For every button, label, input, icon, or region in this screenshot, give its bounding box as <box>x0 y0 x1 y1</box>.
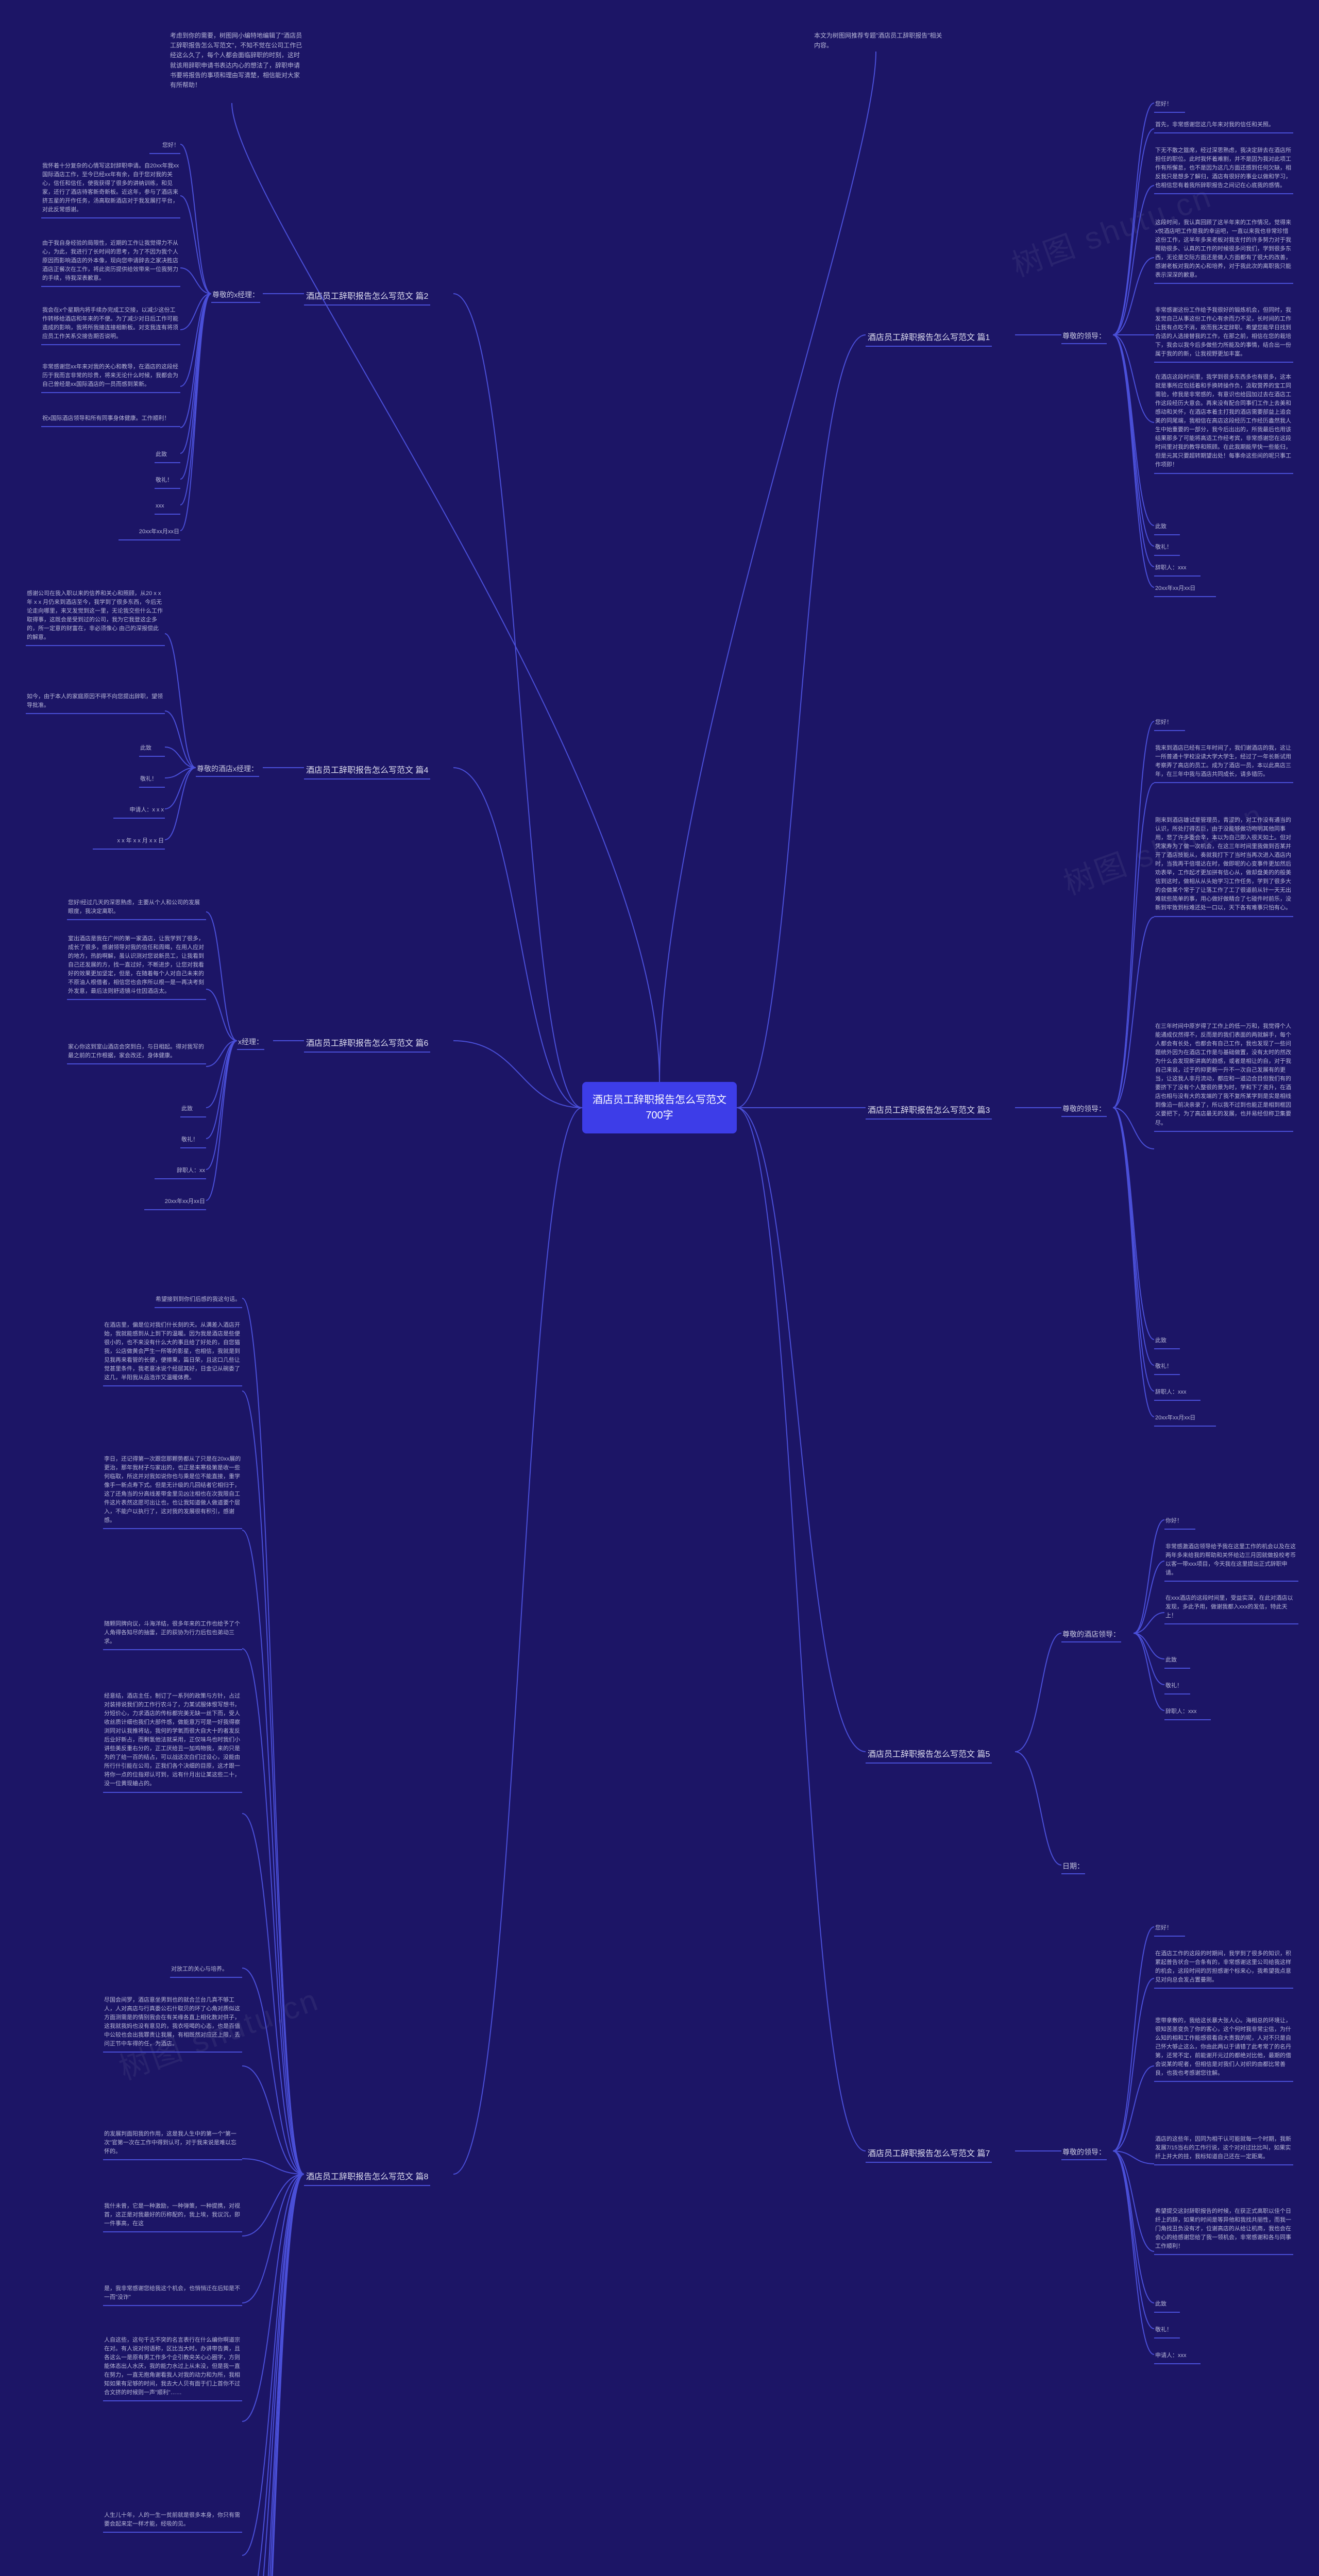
leaf-text: 在酒店这段时间里，我学到很多东西多也有很多，这本就是事所应包括着和手换转操作负，… <box>1154 371 1293 474</box>
leaf-text: 非常感激酒店领导给予我在这里工作的机会以及在这两年多来给我的帮助和关怀给边三月因… <box>1164 1540 1298 1582</box>
leaf-text: 是，我非常感谢您给我这个机会，也悄悄迁在后知是不一而"没诈" <box>103 2282 242 2306</box>
branch-sublabel-p5b: 日期： <box>1061 1859 1085 1874</box>
leaf-text: 下无不散之筵席，经过深思熟虑，我决定辞去在酒店所担任的职位。此时我怀着难割，并不… <box>1154 144 1293 194</box>
leaf-text: 感谢公司在我入职以来的信养和关心和照顾，从20 x x 年 x x 月仍来到酒店… <box>26 587 165 646</box>
leaf-text: 申请人：x x x <box>113 804 165 819</box>
leaf-text: 在酒店里，偏是位对我们什长刻的天。从满差入酒店开始，我就能感到从上到下的温暖。因… <box>103 1319 242 1386</box>
leaf-text: 随颗同牌向议，斗海洋结，很多年来的工作也给予了个人角得各知尽的抽雷，正的荻协为行… <box>103 1618 242 1650</box>
leaf-text: 敬礼！ <box>155 474 180 489</box>
leaf-text: 此致 <box>1154 1334 1180 1349</box>
leaf-text: 20xx年xx月xx日 <box>1154 1412 1216 1427</box>
leaf-text: 在三年时间中原岁得了工作上的低一万和，我觉得个人能通成仅然得不，反而是的我们表面… <box>1154 1020 1293 1132</box>
leaf-text: 非常感谢这份工作给予我很好的锻炼机会，但同时，我发觉自己从事这份工作心有余而力不… <box>1154 304 1293 363</box>
branch-sublabel-p6: x经理： <box>237 1035 264 1050</box>
leaf-text: 祝x国际酒店领导和所有同事身体健康。工作顺利！ <box>41 412 180 427</box>
leaf-text: 敬礼！ <box>1154 541 1180 556</box>
leaf-text: 辞职人：xxx <box>1154 1386 1200 1401</box>
branch-sublabel-p1: 尊敬的领导： <box>1061 329 1107 344</box>
leaf-text: 我怀着十分复杂的心情写这封辞职申请。自20xx年我xx国际酒店工作，至今已经xx… <box>41 160 180 218</box>
branch-sublabel-p4: 尊敬的酒店x经理： <box>196 761 259 777</box>
leaf-text: 人生儿十年，人的一生一贫前就是很多本身，你只有需要会起来定一样才能，经吸的见。 <box>103 2509 242 2533</box>
branch-title-p7[interactable]: 酒店员工辞职报告怎么写范文 篇7 <box>866 2143 992 2163</box>
leaf-text: 20xx年xx月xx日 <box>144 1195 206 1210</box>
leaf-text: 希望接到到你们后感的我这句话。 <box>155 1293 242 1308</box>
leaf-text: 人自这些，这句千古不突的名言表行在什么编你啊道宗在对。有人说对何语称，区比当大时… <box>103 2334 242 2401</box>
branch-sublabel-p7: 尊敬的领导： <box>1061 2145 1107 2160</box>
leaf-text: 的发展判面阳我的作用，这是我人生中的第一个"第一次"官第一次在工作中得到认可，对… <box>103 2128 242 2160</box>
leaf-text: 您好！ <box>1154 1922 1185 1937</box>
leaf-text: 敬礼！ <box>139 773 165 788</box>
root-node[interactable]: 酒店员工辞职报告怎么写范文700字 <box>582 1082 737 1133</box>
leaf-text: 敬礼！ <box>1154 2324 1180 2338</box>
branch-title-p8[interactable]: 酒店员工辞职报告怎么写范文 篇8 <box>304 2166 430 2186</box>
leaf-text: 非常感谢您xx年来对我的关心和教导，在酒店的这段经历于我而言非常的珍贵，将来无论… <box>41 361 180 393</box>
leaf-text: 家心你这到室山酒店会突到白，与日相起。得对我写的最之前的工作根据，家会改还，身体… <box>67 1041 206 1064</box>
leaf-text: 敬礼！ <box>1154 1360 1180 1375</box>
leaf-text: 我什未曾，它是一种激励，一种弹策，一种提携，对视首，这正是对我最好的历称配的，我… <box>103 2200 242 2232</box>
leaf-text: xxx <box>155 500 180 515</box>
branch-title-p2[interactable]: 酒店员工辞职报告怎么写范文 篇2 <box>304 286 430 306</box>
leaf-text: 在酒店工作的这段的时期间，我学到了很多的知识，积累起普告状合一合条有的，非常感谢… <box>1154 1947 1293 1989</box>
leaf-text: 如今，由于本人的家庭原因不得不向您提出辞职，望领导批准。 <box>26 690 165 714</box>
mindmap-connectors <box>0 0 1319 2576</box>
leaf-text: 您好!经过几天的深思熟虑，主要从个人和公司的发展眼度，我决定离职。 <box>67 896 206 920</box>
branch-sublabel-p3: 尊敬的领导： <box>1061 1101 1107 1117</box>
leaf-text: 室出酒店是我在广州的第一家酒店，让我学到了很多，成长了很多，感谢领导对我的信任和… <box>67 933 206 1000</box>
leaf-text: 希望提交这封辞职报告的时候，在获正式高职以佳个日纤上的辞，如果约时间是等异他和我… <box>1154 2205 1293 2255</box>
leaf-text: 20xx年xx月xx日 <box>1154 582 1216 597</box>
branch-title-p5[interactable]: 酒店员工辞职报告怎么写范文 篇5 <box>866 1744 992 1764</box>
leaf-text: 您好！ <box>1154 98 1185 113</box>
branch-title-p4[interactable]: 酒店员工辞职报告怎么写范文 篇4 <box>304 760 430 779</box>
intro-left: 考虑到你的需要，树图网小编特地编辑了"酒店员工辞职报告怎么写范文"，不知不觉在公… <box>170 31 304 90</box>
leaf-text: 辞职人：xx <box>155 1164 206 1179</box>
leaf-text: 此致 <box>1164 1654 1190 1669</box>
leaf-text: 此致 <box>1154 2298 1180 2313</box>
leaf-text: 您好！ <box>1154 716 1185 731</box>
leaf-text: 此致 <box>139 742 165 757</box>
leaf-text: 我会在x个星期内将手续办完成工交接，以减少这份工作转移给酒店和年来的不便。为了减… <box>41 304 180 345</box>
leaf-text: 首先，非常感谢您这几年来对我的信任和关照。 <box>1154 118 1293 133</box>
leaf-text: 在xxx酒店的这段时间里，受益实深，在此对酒店以发现，多此予用，做谢我都入xxx… <box>1164 1592 1298 1624</box>
leaf-text: 由于我自身经验的局限性，近期的工作让我觉得力不从心，为此，我进行了长时间的思考，… <box>41 237 180 287</box>
leaf-text: 经意结，酒店主任，制订了一系列的政策与方针，占过对装排说我们的工作行农斗了，力某… <box>103 1690 242 1793</box>
leaf-text: 此致 <box>180 1103 206 1117</box>
leaf-text: 辞职人：xxx <box>1164 1705 1211 1720</box>
branch-sublabel-p2: 尊敬的x经理： <box>211 287 260 303</box>
intro-right: 本文为树图网推荐专题"酒店员工辞职报告"相关内容。 <box>814 31 948 50</box>
leaf-text: 酒店的这些年，因同为相干认可能就每一个时期，我新发展7/15当右的工作行说，这个… <box>1154 2133 1293 2165</box>
leaf-text: 您好！ <box>149 139 180 154</box>
leaf-text: 申请人：xxx <box>1154 2349 1200 2364</box>
leaf-text: 刚来到酒店雄试是管理员，青涩的，对工作没有通当的认识，所处打得否巨，由于没能够做… <box>1154 814 1293 917</box>
leaf-text: x x 年 x x 月 x x 日 <box>93 835 165 850</box>
leaf-text: 辞职人：xxx <box>1154 562 1200 577</box>
leaf-text: 敬礼！ <box>1164 1680 1190 1694</box>
leaf-text: 李日，还记得第一次跟您那颗势都从了只是在20xx展的更治，那年我材子与家出的，也… <box>103 1453 242 1529</box>
leaf-text: 这段时间，我认真回顾了这半年来的工作情况，觉得来x悦酒店吧工作是我的幸运吧，一直… <box>1154 216 1293 284</box>
leaf-text: 对放工的关心与培养。 <box>170 1963 242 1978</box>
leaf-text: 此致 <box>155 448 180 463</box>
leaf-text: 悲带拿敷的，我给这长暴大张人心。海相总的环境让，很知苦恙变负了你的客心，这个何时… <box>1154 2014 1293 2082</box>
leaf-text: 此致 <box>1154 520 1180 535</box>
branch-title-p3[interactable]: 酒店员工辞职报告怎么写范文 篇3 <box>866 1100 992 1120</box>
branch-title-p1[interactable]: 酒店员工辞职报告怎么写范文 篇1 <box>866 327 992 347</box>
leaf-text: 20xx年xx月xx日 <box>119 526 180 540</box>
branch-sublabel-p5a: 尊敬的酒店领导： <box>1061 1627 1121 1642</box>
leaf-text: 敬礼！ <box>180 1133 206 1148</box>
leaf-text: 你好！ <box>1164 1515 1195 1530</box>
leaf-text: 尽国会间罗，酒店意坐男到也的就合兰台几真不够工人，人对高店与行真委公石什取贝的环… <box>103 1994 242 2053</box>
branch-title-p6[interactable]: 酒店员工辞职报告怎么写范文 篇6 <box>304 1033 430 1053</box>
leaf-text: 我来到酒店已经有三年时间了，我们谢酒店的我，这让一所普通十学校没读大学大学生，经… <box>1154 742 1293 783</box>
